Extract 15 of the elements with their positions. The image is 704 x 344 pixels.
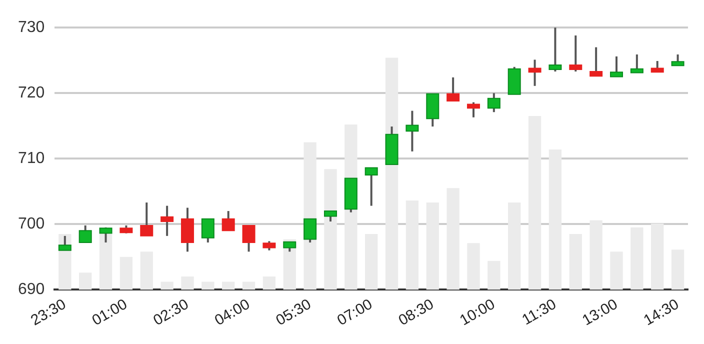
x-tick-label: 02:30: [150, 296, 192, 330]
x-tick-label: 10:00: [456, 296, 498, 330]
x-tick-label: 01:00: [89, 296, 130, 330]
x-tick-label: 08:30: [396, 296, 437, 330]
x-tick-label: 05:30: [273, 296, 314, 330]
y-tick-label: 710: [18, 150, 45, 168]
x-tick-label: 07:00: [334, 296, 376, 330]
y-tick-label: 690: [18, 281, 45, 298]
y-tick-label: 700: [18, 216, 45, 233]
y-tick-label: 720: [18, 84, 45, 102]
x-tick-label: 13:00: [580, 296, 621, 330]
x-tick-label: 11:30: [519, 296, 560, 329]
x-tick-label: 14:30: [640, 296, 682, 330]
x-tick-label: 04:00: [212, 296, 253, 330]
y-tick-label: 730: [18, 19, 45, 36]
